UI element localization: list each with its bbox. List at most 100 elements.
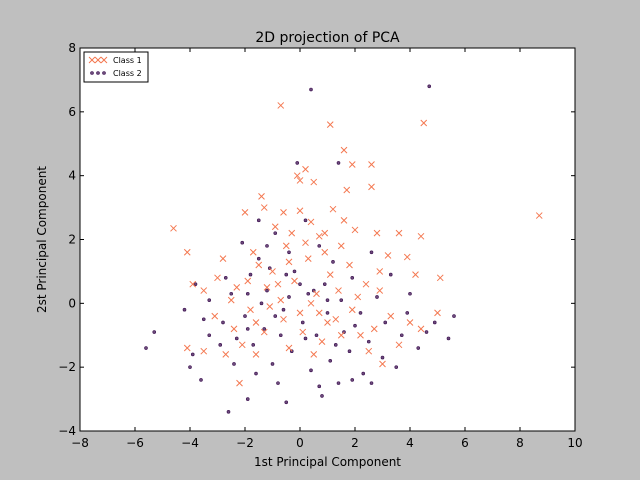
point-class-2-51 — [251, 343, 256, 347]
point-class-2-21 — [265, 288, 269, 293]
point-class-2-87 — [229, 291, 234, 296]
point-class-1-52 — [387, 312, 395, 320]
point-class-2-26 — [325, 311, 330, 315]
point-class-1-43 — [230, 325, 238, 333]
x-tick-label: −6 — [126, 436, 144, 450]
point-class-1-54 — [434, 309, 441, 317]
y-tick-label: 8 — [68, 41, 76, 55]
point-class-2-6 — [188, 365, 192, 369]
x-tick-label: 6 — [461, 436, 469, 450]
point-class-2-12 — [336, 381, 341, 385]
legend-marker-class-1 — [88, 56, 108, 64]
point-class-2-18 — [234, 336, 239, 341]
point-class-2-54 — [309, 368, 313, 373]
point-class-1-40 — [200, 287, 208, 294]
point-class-1-44 — [247, 306, 254, 314]
point-class-1-37 — [282, 242, 290, 250]
point-class-2-31 — [399, 333, 404, 338]
tick-labels: −8 −6 −4 −2 0 2 4 6 8 10 −4 −2 0 2 4 6 8 — [58, 41, 582, 450]
legend: Class 1 Class 2 — [83, 51, 149, 83]
point-class-2-15 — [182, 307, 187, 312]
point-class-1-64 — [222, 351, 230, 358]
point-class-1-94 — [324, 319, 331, 326]
point-class-1-41 — [189, 280, 197, 288]
point-class-2-13 — [369, 381, 374, 385]
point-class-1-20 — [307, 218, 315, 226]
point-class-2-47 — [223, 275, 228, 280]
point-class-2-55 — [328, 358, 333, 363]
point-class-1-78 — [335, 287, 342, 294]
point-class-1-3 — [535, 212, 543, 219]
point-class-1-14 — [258, 193, 265, 200]
point-class-2-59 — [394, 365, 399, 369]
point-class-1-88 — [337, 242, 345, 250]
point-class-1-24 — [288, 229, 296, 237]
point-class-1-10 — [293, 172, 301, 180]
point-class-2-52 — [270, 362, 275, 366]
point-class-1-62 — [260, 328, 268, 336]
point-class-2-56 — [347, 349, 352, 354]
point-class-1-39 — [219, 255, 227, 263]
point-class-1-65 — [200, 347, 208, 355]
point-class-2-27 — [339, 298, 344, 302]
point-class-1-29 — [384, 252, 392, 259]
point-class-2-64 — [248, 272, 253, 277]
point-class-1-76 — [302, 239, 309, 247]
point-class-1-2 — [326, 121, 334, 128]
point-class-2-78 — [276, 381, 280, 385]
chart-title: 2D projection of PCA — [255, 30, 400, 46]
point-class-2-0 — [309, 87, 313, 92]
point-class-1-46 — [277, 296, 285, 304]
point-class-2-71 — [259, 301, 264, 306]
point-class-1-33 — [376, 268, 384, 275]
point-class-2-84 — [265, 244, 269, 248]
y-tick-label: −2 — [58, 360, 76, 374]
point-class-1-69 — [285, 344, 293, 352]
legend-point-1-1 — [96, 71, 100, 75]
point-class-1-93 — [307, 299, 315, 307]
point-class-2-29 — [366, 339, 371, 344]
point-class-1-49 — [332, 315, 340, 323]
point-class-2-38 — [369, 250, 374, 255]
point-class-2-7 — [199, 378, 203, 382]
y-tick-label: 0 — [68, 296, 76, 310]
point-class-1-16 — [296, 177, 304, 184]
point-class-1-7 — [302, 165, 309, 173]
point-class-2-74 — [333, 343, 338, 347]
point-class-2-60 — [262, 327, 267, 331]
point-class-2-24 — [300, 320, 305, 325]
point-class-1-32 — [412, 271, 419, 278]
y-axis-label: 2st Principal Component — [35, 166, 49, 313]
legend-point-0-0 — [88, 56, 96, 64]
x-axis-label: 1st Principal Component — [254, 455, 401, 469]
point-class-1-53 — [406, 319, 414, 326]
point-class-1-30 — [403, 253, 411, 261]
point-class-1-79 — [227, 296, 235, 304]
point-class-1-22 — [321, 229, 329, 237]
point-class-2-34 — [452, 314, 456, 318]
point-class-1-6 — [340, 146, 348, 154]
point-class-1-4 — [170, 224, 177, 232]
plot-frame — [79, 47, 576, 432]
point-class-1-45 — [263, 284, 271, 291]
point-class-2-57 — [361, 371, 366, 376]
point-class-1-38 — [255, 261, 263, 269]
point-class-1-87 — [285, 258, 293, 266]
point-class-1-13 — [343, 186, 351, 194]
point-class-2-4 — [152, 330, 157, 334]
point-class-1-90 — [233, 284, 241, 291]
point-class-1-61 — [280, 315, 287, 323]
point-class-1-11 — [310, 178, 318, 186]
point-class-1-81 — [252, 319, 260, 326]
y-tick-label: −4 — [58, 424, 76, 438]
y-tick-label: 2 — [68, 233, 76, 247]
point-class-2-79 — [320, 394, 324, 398]
point-class-2-44 — [273, 231, 278, 235]
point-class-2-81 — [358, 311, 363, 315]
point-class-2-8 — [226, 410, 231, 414]
point-class-2-88 — [245, 327, 250, 331]
point-class-2-86 — [306, 291, 311, 296]
point-class-2-14 — [193, 282, 198, 286]
point-class-1-92 — [274, 280, 282, 288]
